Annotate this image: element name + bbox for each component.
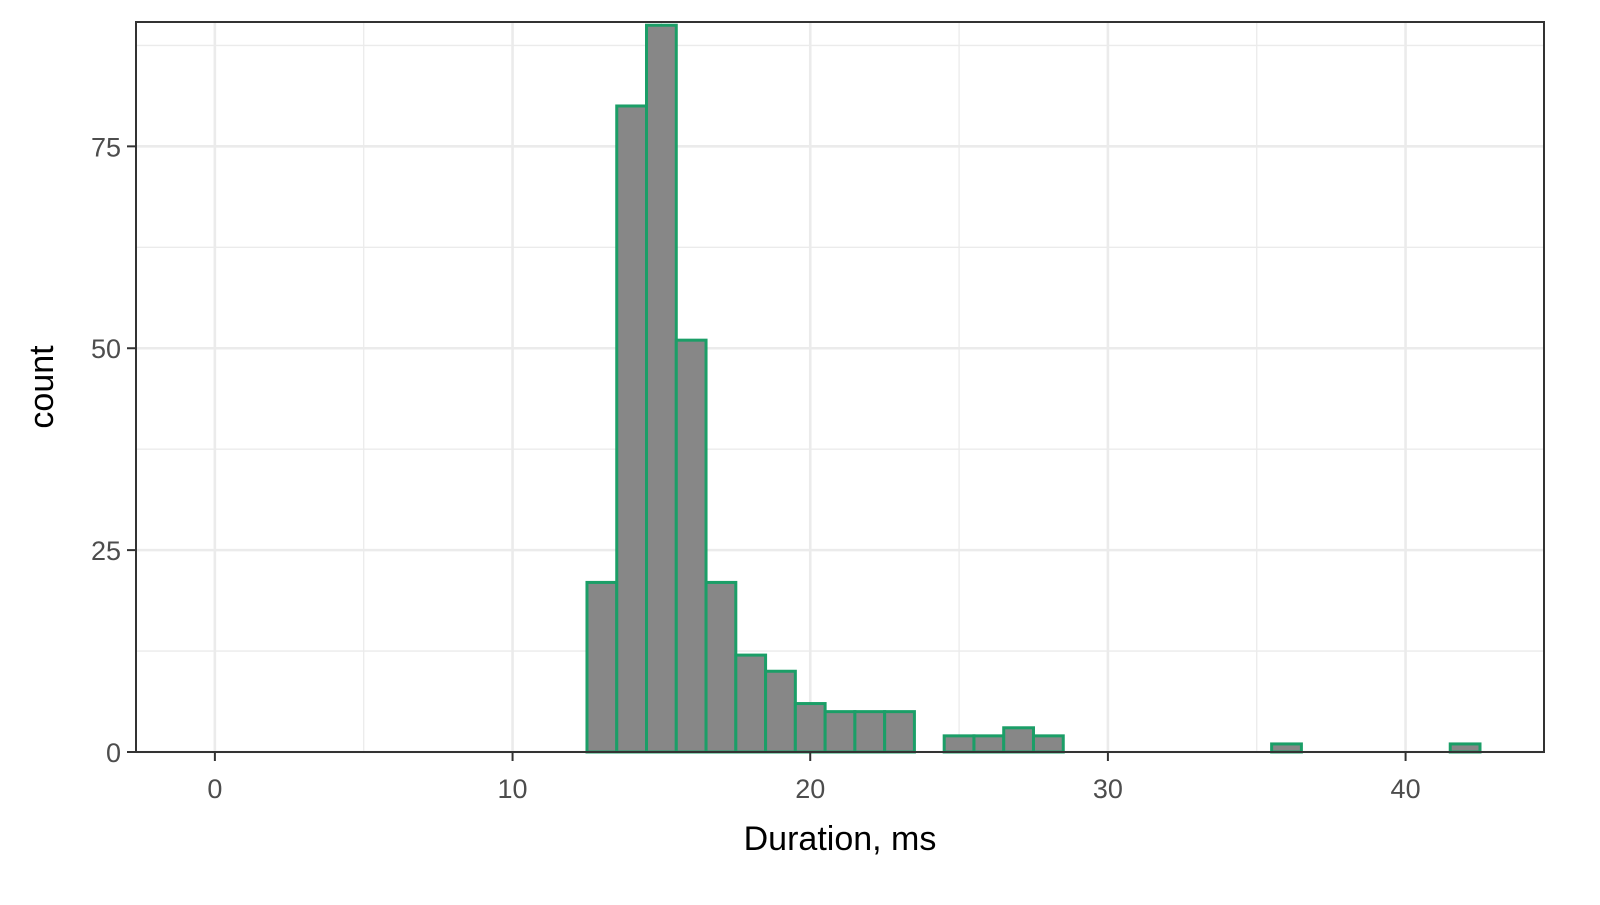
x-tick-label: 10 [498, 774, 528, 804]
histogram-bar [883, 710, 916, 754]
y-axis-title: count [23, 345, 61, 429]
histogram-bar [1448, 742, 1482, 754]
histogram-bar [1031, 734, 1065, 754]
histogram-bar [704, 580, 738, 754]
histogram-bar [823, 710, 857, 754]
histogram-bar [793, 702, 827, 754]
x-axis-ticks: 0 10 20 30 40 [207, 752, 1421, 804]
histogram-bar [1270, 742, 1303, 754]
x-axis-title: Duration, ms [744, 820, 937, 858]
y-axis-ticks: 0 25 50 75 [91, 132, 136, 768]
y-tick-label: 25 [91, 536, 121, 566]
x-tick-label: 30 [1093, 774, 1123, 804]
histogram-bar [764, 669, 797, 754]
y-tick-label: 50 [91, 334, 121, 364]
x-tick-label: 40 [1391, 774, 1421, 804]
panel-border [135, 21, 1545, 753]
panel-background [136, 22, 1544, 752]
histogram-bar [853, 710, 887, 754]
y-tick-label: 75 [91, 132, 121, 162]
y-tick-label: 0 [106, 738, 121, 768]
histogram-bar [615, 104, 649, 754]
histogram-bars [585, 23, 1482, 754]
histogram-bar [972, 734, 1006, 754]
histogram-bar [942, 734, 976, 754]
histogram-bar [674, 338, 708, 754]
histogram-bar [1002, 726, 1035, 754]
histogram-bar [585, 580, 619, 754]
x-tick-label: 20 [795, 774, 825, 804]
x-tick-label: 0 [207, 774, 222, 804]
histogram-bar [645, 23, 678, 754]
histogram-bar [734, 653, 768, 754]
